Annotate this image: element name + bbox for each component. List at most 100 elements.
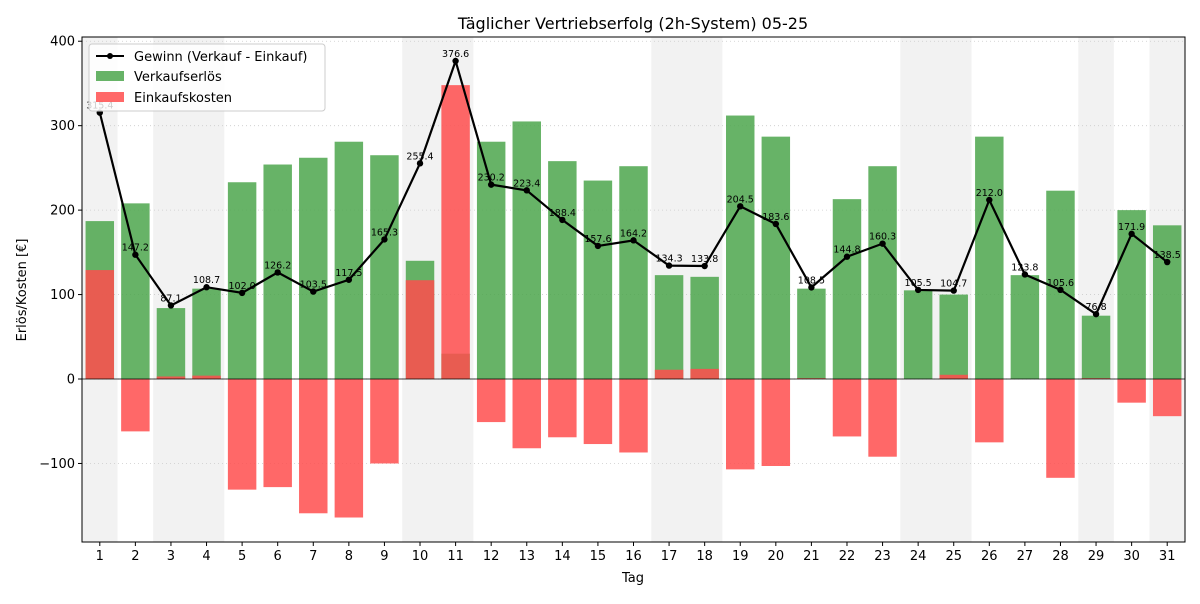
sales-bar-9 — [370, 155, 399, 380]
cost-bar-4 — [192, 375, 221, 380]
x-tick-label-8: 8 — [345, 549, 353, 564]
profit-point-7 — [310, 288, 317, 295]
x-tick-label-17: 17 — [661, 549, 678, 564]
profit-point-16 — [630, 237, 637, 244]
x-tick-label-11: 11 — [447, 549, 464, 564]
profit-label-25: 104.7 — [940, 279, 967, 290]
profit-point-9 — [381, 236, 388, 243]
sales-bar-19 — [726, 115, 755, 380]
sales-bar-29 — [1081, 315, 1111, 380]
x-tick-label-16: 16 — [625, 549, 642, 564]
legend: Gewinn (Verkauf - Einkauf) Verkaufserlös… — [88, 43, 326, 112]
y-tick-label: 400 — [50, 35, 75, 50]
x-tick-label-12: 12 — [483, 549, 500, 564]
profit-point-26 — [986, 196, 993, 204]
x-tick-label-27: 27 — [1017, 549, 1034, 564]
profit-point-29 — [1092, 310, 1100, 318]
cost-bar-31 — [1152, 379, 1182, 417]
profit-point-22 — [843, 253, 851, 260]
cost-bar-10 — [405, 280, 435, 380]
cost-bar-14 — [548, 379, 577, 438]
profit-label-6: 126.2 — [264, 260, 291, 271]
cost-bar-22 — [832, 379, 862, 437]
x-tick-label-13: 13 — [518, 549, 535, 564]
profit-point-3 — [167, 302, 175, 309]
profit-label-26: 212.0 — [976, 188, 1003, 199]
profit-point-19 — [737, 203, 744, 210]
cost-bar-8 — [334, 379, 364, 518]
y-axis-label: Erlös/Kosten [€] — [15, 239, 30, 342]
y-tick-label: −100 — [39, 457, 75, 472]
profit-label-18: 133.8 — [691, 254, 718, 265]
sales-bar-31 — [1152, 225, 1182, 380]
profit-point-21 — [808, 284, 815, 291]
cost-bar-7 — [299, 379, 328, 514]
x-tick-label-4: 4 — [202, 549, 210, 564]
y-tick-label: 100 — [50, 288, 75, 303]
x-tick-label-10: 10 — [412, 549, 429, 564]
profit-label-15: 157.6 — [584, 234, 611, 245]
legend-label-profit: Gewinn (Verkauf - Einkauf) — [134, 50, 307, 65]
cost-bar-17 — [654, 369, 684, 380]
cost-bar-6 — [263, 379, 292, 488]
profit-label-12: 230.2 — [478, 173, 505, 184]
x-tick-label-3: 3 — [167, 549, 175, 564]
profit-point-4 — [203, 284, 210, 291]
profit-label-22: 144.8 — [833, 245, 860, 256]
profit-point-31 — [1164, 258, 1171, 266]
profit-point-11 — [452, 57, 459, 65]
sales-bar-5 — [227, 182, 257, 380]
sales-bar-24 — [903, 290, 933, 380]
profit-point-20 — [772, 220, 780, 228]
cost-bar-5 — [227, 379, 257, 490]
legend-swatch-sales — [96, 71, 124, 81]
profit-label-24: 105.5 — [905, 278, 932, 289]
sales-bar-27 — [1010, 275, 1040, 380]
profit-point-18 — [701, 262, 708, 270]
y-tick-label: 0 — [67, 373, 75, 388]
x-tick-label-18: 18 — [696, 549, 713, 564]
sales-bar-14 — [548, 161, 577, 380]
profit-point-10 — [416, 160, 424, 167]
profit-label-17: 134.3 — [655, 254, 682, 265]
profit-label-7: 103.5 — [300, 280, 327, 291]
sales-bar-8 — [334, 141, 364, 380]
cost-bar-15 — [583, 379, 613, 445]
x-tick-label-9: 9 — [380, 549, 388, 564]
profit-point-23 — [879, 240, 886, 247]
x-tick-label-2: 2 — [131, 549, 139, 564]
legend-label-cost: Einkaufskosten — [134, 91, 232, 106]
profit-point-13 — [523, 187, 530, 194]
legend-swatch-cost — [96, 92, 124, 102]
x-tick-label-14: 14 — [554, 549, 571, 564]
cost-bar-1 — [85, 270, 115, 380]
profit-point-6 — [274, 269, 281, 276]
x-tick-label-1: 1 — [96, 549, 104, 564]
profit-label-8: 117.5 — [335, 268, 362, 279]
legend-label-sales: Verkaufserlös — [134, 70, 222, 85]
profit-label-21: 108.5 — [798, 275, 825, 286]
profit-label-27: 123.8 — [1011, 262, 1038, 273]
cost-bar-20 — [761, 379, 791, 466]
sales-bar-22 — [832, 199, 862, 380]
profit-point-5 — [238, 289, 246, 297]
x-tick-label-22: 22 — [839, 549, 856, 564]
sales-bar-17 — [654, 275, 684, 380]
y-tick-label: 300 — [50, 119, 75, 134]
cost-bar-18 — [690, 368, 719, 380]
profit-point-27 — [1021, 271, 1029, 278]
cost-bar-21 — [797, 378, 826, 380]
chart-title: Täglicher Vertriebserfolg (2h-System) 05… — [457, 14, 808, 33]
x-tick-label-25: 25 — [945, 549, 962, 564]
cost-bar-9 — [370, 379, 399, 464]
cost-bars — [85, 85, 1182, 518]
sales-bars — [85, 115, 1182, 380]
x-tick-label-7: 7 — [309, 549, 317, 564]
sales-bar-26 — [975, 136, 1004, 380]
profit-label-20: 183.6 — [762, 212, 789, 223]
x-tick-label-20: 20 — [768, 549, 785, 564]
x-tick-label-28: 28 — [1052, 549, 1069, 564]
profit-point-25 — [950, 287, 957, 294]
x-axis-label: Tag — [621, 571, 644, 586]
